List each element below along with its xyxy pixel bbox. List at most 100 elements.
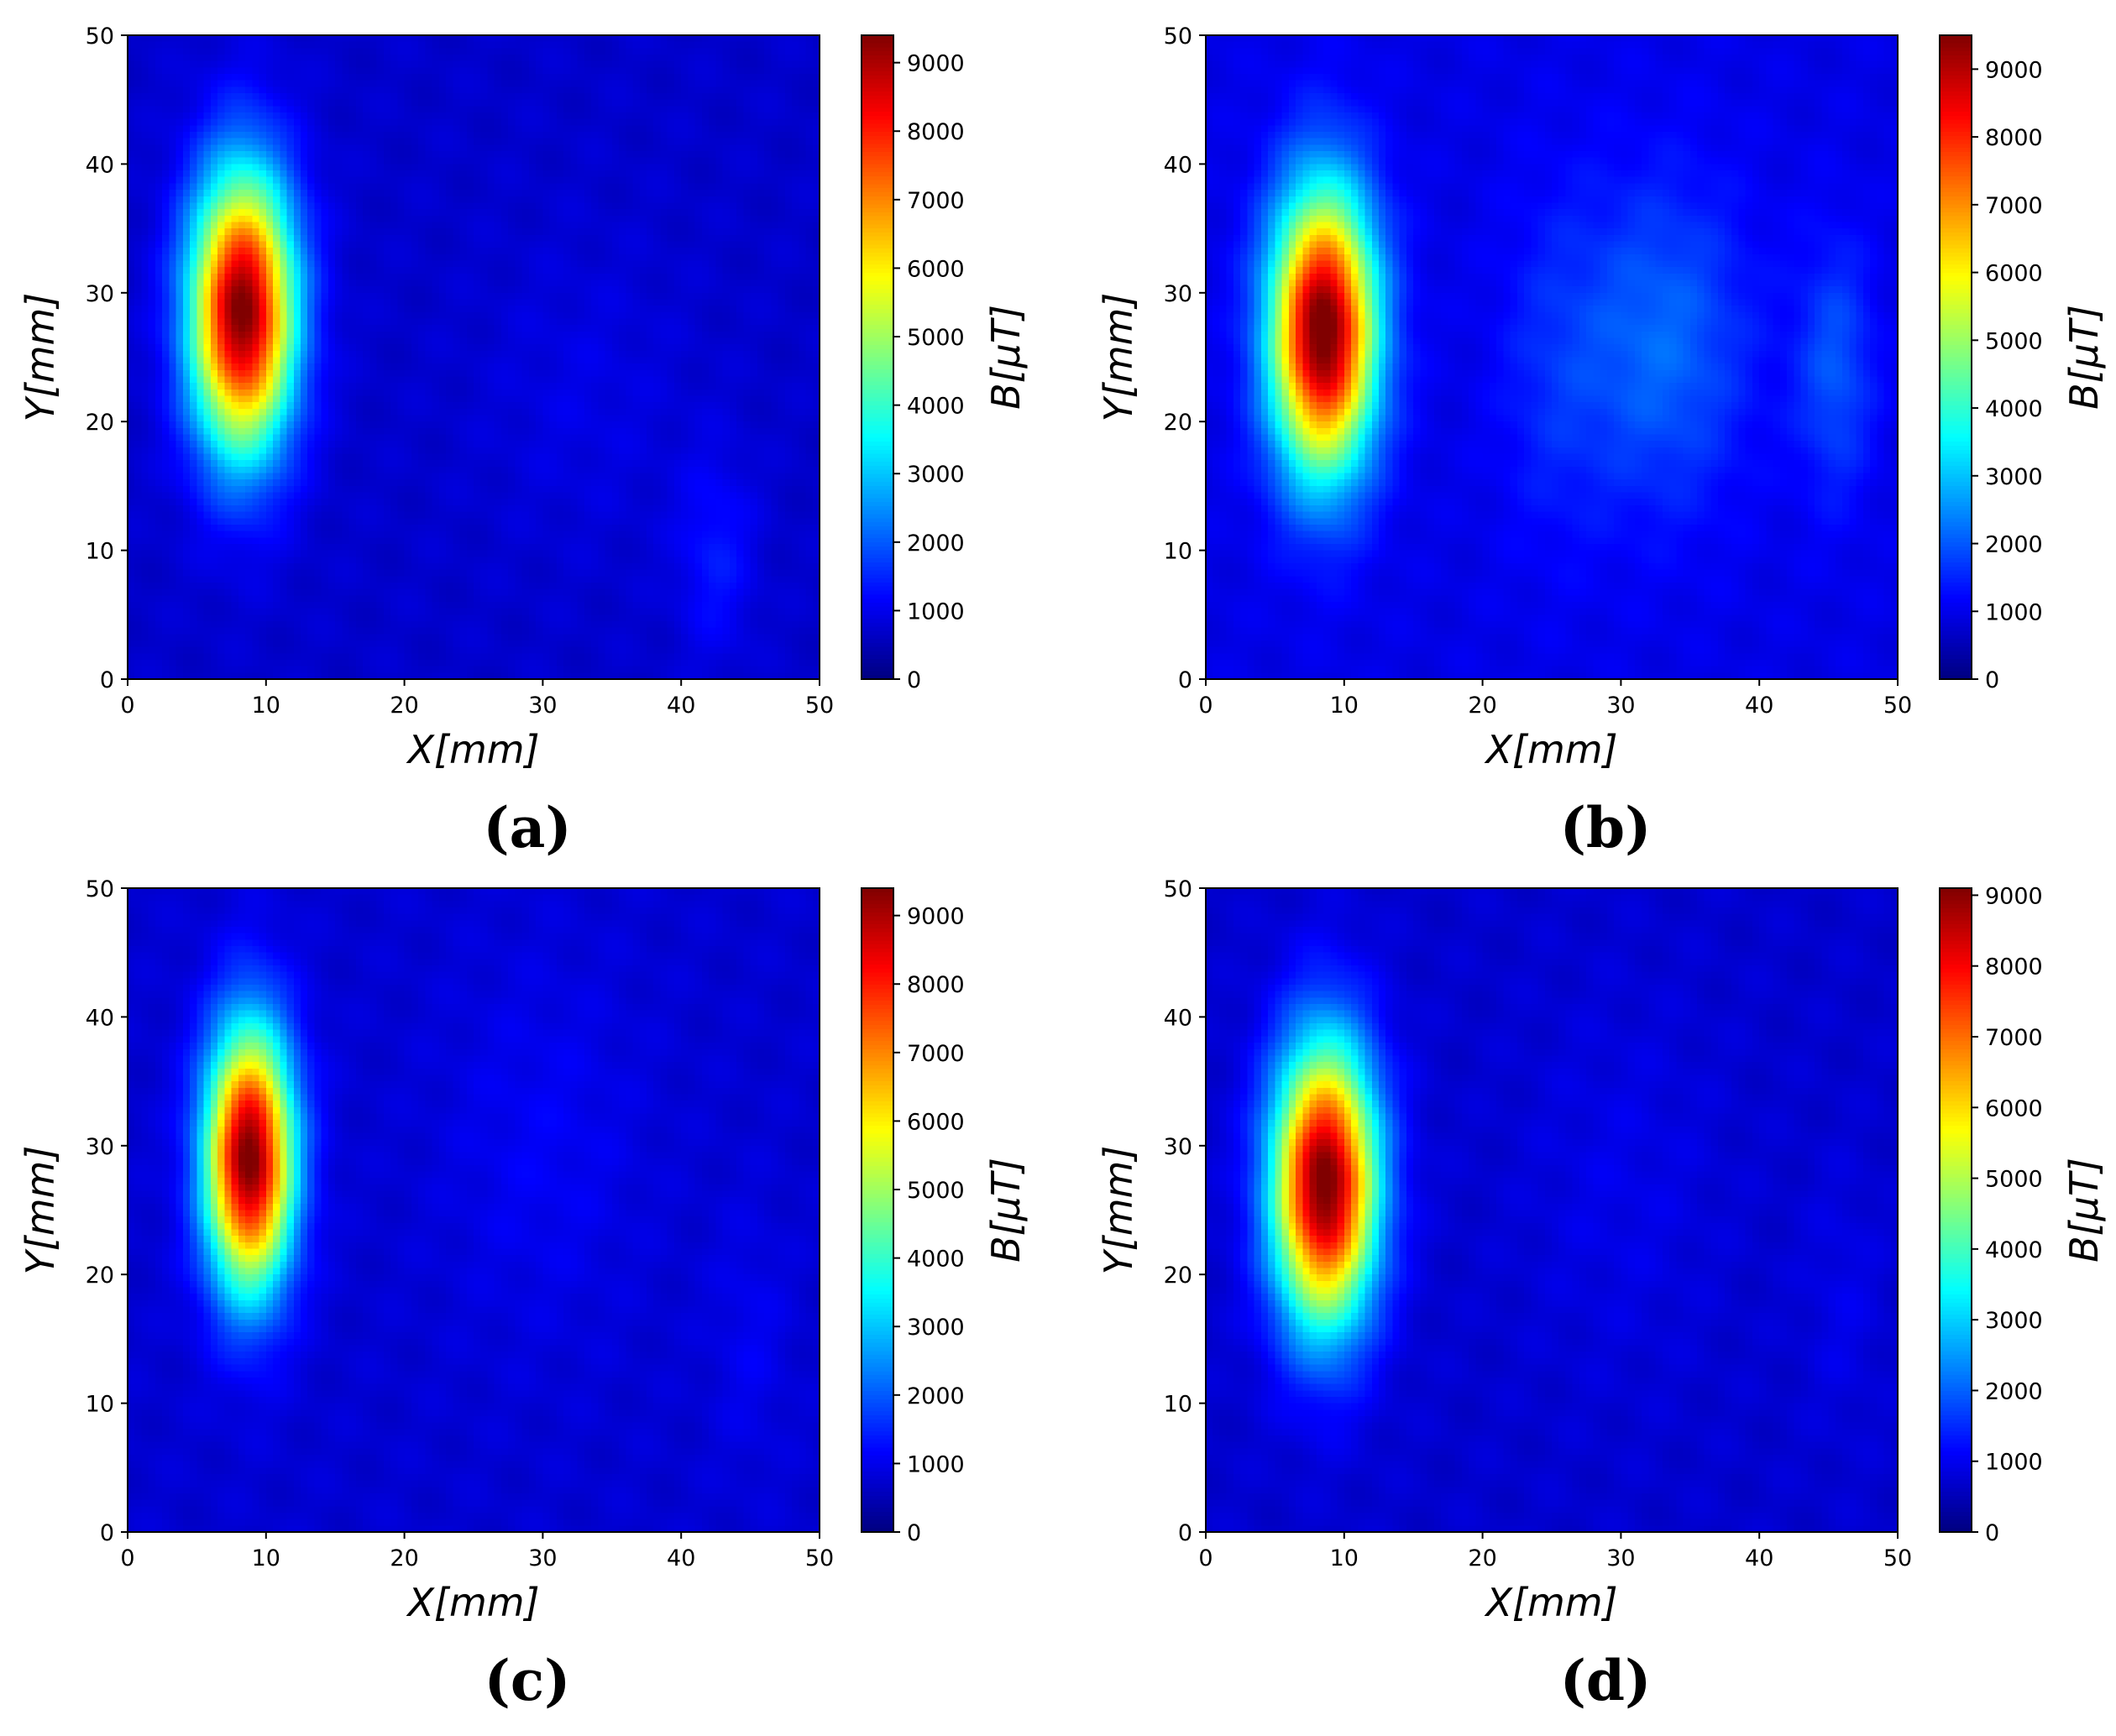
heatmap-cell <box>577 241 585 248</box>
heatmap-cell <box>736 241 744 248</box>
heatmap-cell <box>210 337 218 345</box>
heatmap-cell <box>238 318 246 326</box>
heatmap-cell <box>591 202 599 210</box>
heatmap-cell <box>639 112 647 120</box>
heatmap-cell <box>722 325 731 332</box>
heatmap-cell <box>805 99 814 107</box>
heatmap-cell <box>446 144 453 152</box>
heatmap-cell <box>411 106 419 113</box>
heatmap-cell <box>750 35 758 43</box>
heatmap-cell <box>542 248 551 255</box>
heatmap-cell <box>446 41 453 49</box>
heatmap-cell <box>799 202 807 210</box>
heatmap-cell <box>598 118 606 126</box>
heatmap-cell <box>404 196 412 204</box>
heatmap-cell <box>722 93 731 101</box>
heatmap-cell <box>500 99 509 107</box>
heatmap-cell <box>363 132 370 139</box>
heatmap-cell <box>196 132 205 139</box>
heatmap-cell <box>327 170 336 178</box>
heatmap-cell <box>390 286 398 294</box>
heatmap-cell <box>141 125 149 133</box>
heatmap-cell <box>494 273 502 281</box>
heatmap-cell <box>722 86 731 94</box>
heatmap-cell <box>418 267 426 275</box>
heatmap-cell <box>619 80 626 87</box>
heatmap-cell <box>335 151 343 159</box>
heatmap-cell <box>203 48 212 55</box>
heatmap-cell <box>342 196 350 204</box>
heatmap-cell <box>584 93 592 101</box>
heatmap-cell <box>647 138 654 145</box>
heatmap-cell <box>764 99 772 107</box>
heatmap-cell <box>722 202 731 210</box>
heatmap-cell <box>265 325 274 332</box>
heatmap-cell <box>321 325 329 332</box>
heatmap-cell <box>314 215 322 223</box>
heatmap-cell <box>570 151 579 159</box>
heatmap-cell <box>805 164 814 171</box>
heatmap-cell <box>480 292 489 301</box>
heatmap-cell <box>369 183 378 191</box>
heatmap-cell <box>369 164 378 171</box>
heatmap-cell <box>653 74 662 81</box>
heatmap-cell <box>411 280 419 287</box>
heatmap-cell <box>542 183 551 191</box>
heatmap-cell <box>812 337 820 345</box>
heatmap-cell <box>335 344 343 352</box>
heatmap-cell <box>397 202 406 210</box>
heatmap-cell <box>701 48 710 55</box>
heatmap-cell <box>390 170 398 178</box>
heatmap-cell <box>688 164 696 171</box>
heatmap-cell <box>390 318 398 326</box>
heatmap-cell <box>369 106 378 113</box>
heatmap-cell <box>784 267 793 275</box>
heatmap-cell <box>175 183 184 191</box>
heatmap-cell <box>480 196 489 204</box>
heatmap-cell <box>301 138 308 145</box>
heatmap-cell <box>500 267 509 275</box>
heatmap-cell <box>619 318 626 326</box>
heatmap-cell <box>619 106 626 113</box>
heatmap-cell <box>542 106 551 113</box>
heatmap-cell <box>688 138 696 145</box>
heatmap-cell <box>480 280 489 287</box>
heatmap-cell <box>591 273 599 281</box>
heatmap-cell <box>688 86 696 94</box>
heatmap-cell <box>528 144 537 152</box>
heatmap-cell <box>688 80 696 87</box>
heatmap-cell <box>301 267 308 275</box>
heatmap-cell <box>729 164 737 171</box>
heatmap-cell <box>355 80 364 87</box>
heatmap-cell <box>335 241 343 248</box>
heatmap-cell <box>626 80 634 87</box>
heatmap-cell <box>715 106 724 113</box>
heatmap-cell <box>660 215 668 223</box>
heatmap-cell <box>805 170 814 178</box>
heatmap-cell <box>536 196 543 204</box>
heatmap-cell <box>134 234 143 243</box>
heatmap-cell <box>369 86 378 94</box>
heatmap-cell <box>363 241 370 248</box>
heatmap-cell <box>681 318 689 326</box>
heatmap-cell <box>521 138 530 145</box>
heatmap-cell <box>598 234 606 243</box>
heatmap-cell <box>224 234 233 243</box>
heatmap-cell <box>155 151 163 159</box>
heatmap-cell <box>639 228 647 236</box>
heatmap-cell <box>411 80 419 87</box>
heatmap-cell <box>286 241 295 248</box>
heatmap-cell <box>245 138 253 145</box>
heatmap-cell <box>390 260 398 268</box>
heatmap-cell <box>162 241 170 248</box>
heatmap-cell <box>805 337 814 345</box>
heatmap-cell <box>619 74 626 81</box>
heatmap-cell <box>639 241 647 248</box>
heatmap-cell <box>736 202 744 210</box>
heatmap-cell <box>626 125 634 133</box>
heatmap-cell <box>619 311 626 320</box>
heatmap-cell <box>432 106 440 113</box>
heatmap-cell <box>224 176 233 185</box>
heatmap-cell <box>480 337 489 345</box>
heatmap-cell <box>626 286 634 294</box>
